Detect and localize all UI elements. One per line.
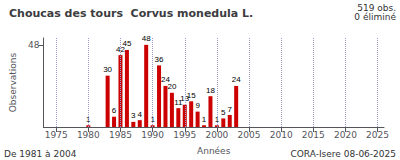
svg-text:5: 5: [221, 108, 226, 117]
svg-text:0 éliminé: 0 éliminé: [354, 12, 396, 22]
svg-text:48: 48: [28, 40, 40, 50]
svg-text:18: 18: [206, 86, 215, 95]
svg-text:9: 9: [195, 101, 200, 110]
svg-text:1990: 1990: [141, 130, 164, 140]
svg-text:1: 1: [150, 114, 155, 124]
svg-text:1980: 1980: [77, 130, 100, 140]
svg-text:2010: 2010: [270, 130, 293, 140]
svg-text:42: 42: [116, 44, 125, 54]
svg-text:2015: 2015: [302, 130, 325, 140]
svg-text:Observations: Observations: [8, 52, 18, 112]
svg-text:De 1981 à 2004: De 1981 à 2004: [4, 149, 77, 159]
svg-text:4: 4: [138, 110, 143, 119]
svg-text:CORA-Isere 08-06-2025: CORA-Isere 08-06-2025: [290, 149, 396, 159]
svg-text:3: 3: [131, 111, 136, 120]
svg-text:24: 24: [232, 75, 241, 84]
svg-text:13: 13: [180, 94, 190, 104]
svg-text:2025: 2025: [366, 130, 389, 140]
svg-text:2005: 2005: [238, 130, 261, 140]
svg-text:30: 30: [103, 65, 112, 74]
svg-text:48: 48: [142, 34, 151, 43]
svg-text:1: 1: [214, 114, 220, 124]
svg-text:15: 15: [187, 91, 196, 100]
svg-text:1: 1: [86, 114, 91, 124]
svg-text:36: 36: [155, 55, 164, 64]
svg-text:Choucas des tours Corvus mone: Choucas des tours Corvus monedula L.: [9, 7, 253, 20]
svg-text:20: 20: [167, 82, 176, 91]
svg-text:2020: 2020: [334, 130, 357, 140]
svg-text:1985: 1985: [109, 130, 132, 140]
svg-text:519 obs.: 519 obs.: [357, 2, 396, 13]
svg-text:45: 45: [122, 39, 131, 48]
svg-text:Années: Années: [197, 146, 231, 156]
svg-text:24: 24: [161, 75, 170, 85]
svg-text:11: 11: [174, 97, 183, 107]
svg-text:1975: 1975: [45, 130, 68, 140]
svg-text:1: 1: [202, 115, 207, 124]
svg-text:2000: 2000: [205, 130, 228, 140]
svg-text:1995: 1995: [173, 130, 196, 140]
svg-text:6: 6: [112, 106, 117, 115]
svg-text:7: 7: [228, 105, 233, 114]
